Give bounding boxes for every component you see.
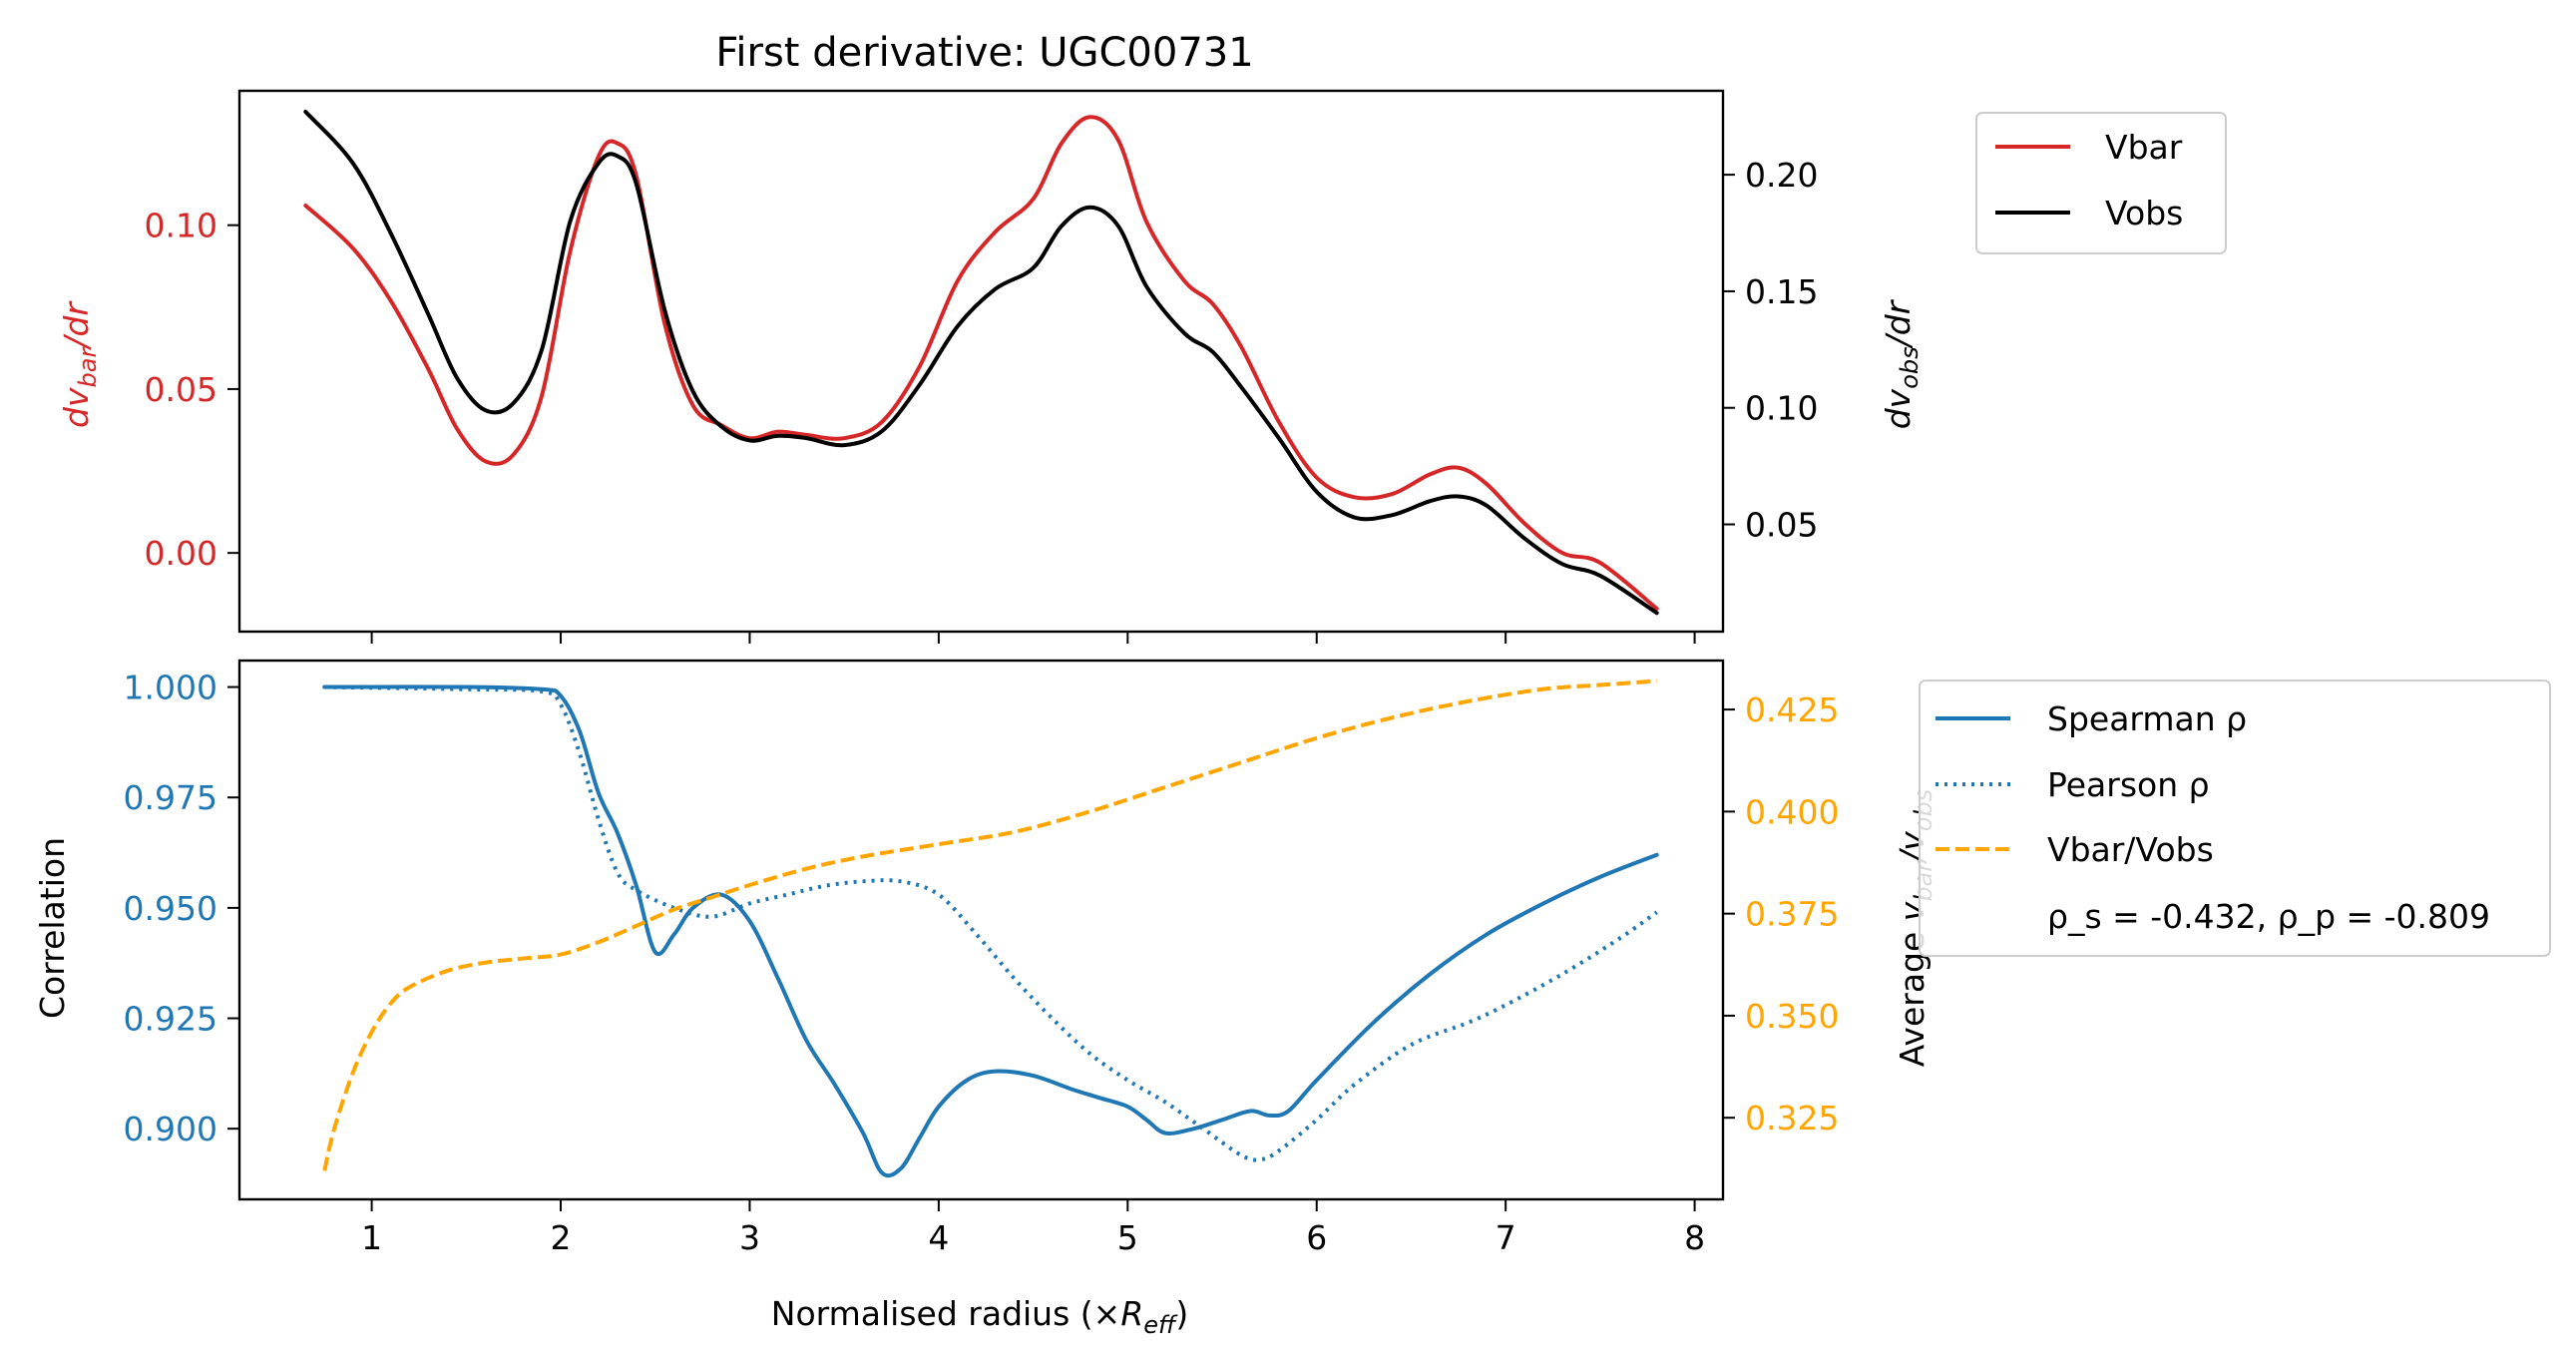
left-tick-label: 0.05 (145, 370, 217, 409)
left-tick-label: 0.900 (124, 1110, 217, 1148)
right-tick-label: 0.375 (1745, 895, 1839, 934)
series-line-vbar (303, 115, 1659, 612)
right-tick-label: 0.20 (1745, 156, 1818, 195)
plot-frame-bottom (237, 659, 1725, 1201)
x-tick-label: 5 (1117, 1218, 1138, 1257)
x-tick-label: 3 (739, 1218, 760, 1257)
left-tick-label: 0.10 (145, 207, 217, 245)
top-right-axis-label: dvobs/dr (1879, 298, 1924, 429)
bottom-legend: Spearman ρ Pearson ρ Vbar/Vobs ρ_s = -0.… (1919, 680, 2551, 957)
legend-label-spearman: Spearman ρ (2047, 699, 2247, 738)
right-tick-label: 0.400 (1745, 792, 1839, 831)
x-tick-label: 6 (1306, 1218, 1327, 1257)
bottom-left-axis-label: Correlation (33, 837, 72, 1019)
svg-text:dvobs/dr: dvobs/dr (1879, 298, 1924, 429)
bottom-legend-frame (1919, 680, 2551, 957)
right-tick-label: 0.10 (1745, 389, 1818, 428)
legend-label-pearson: Pearson ρ (2047, 765, 2210, 804)
right-tick-label: 0.425 (1745, 690, 1839, 729)
x-tick-label: 2 (551, 1218, 572, 1257)
right-tick-label: 0.15 (1745, 272, 1818, 311)
top-legend-frame (1975, 112, 2227, 254)
right-tick-label: 0.05 (1745, 506, 1818, 545)
legend-label-ratio: Vbar/Vobs (2047, 830, 2214, 869)
x-tick-label: 1 (361, 1218, 382, 1257)
x-tick-label: 4 (928, 1218, 949, 1257)
left-tick-label: 0.950 (124, 889, 217, 928)
x-axis-label: Normalised radius (×Reff) (771, 1294, 1188, 1339)
svg-text:Normalised radius (×Reff): Normalised radius (×Reff) (771, 1294, 1188, 1339)
legend-label-vobs: Vobs (2105, 194, 2183, 232)
left-tick-label: 0.925 (124, 1000, 217, 1039)
right-tick-label: 0.325 (1745, 1099, 1839, 1137)
series-line-vbar-vobs (322, 679, 1657, 1171)
plot-frame-top (237, 89, 1725, 634)
series-line-vobs (303, 110, 1659, 616)
left-tick-label: 0.975 (124, 778, 217, 817)
svg-text:dvbar/dr: dvbar/dr (57, 300, 102, 428)
legend-annotation: ρ_s = -0.432, ρ_p = -0.809 (2047, 897, 2490, 936)
x-tick-label: 8 (1684, 1218, 1705, 1257)
series-line-pearson (324, 684, 1658, 1162)
series-line-spearman (322, 684, 1659, 1178)
chart-title: First derivative: UGC00731 (715, 30, 1253, 76)
x-tick-label: 7 (1496, 1218, 1516, 1257)
left-tick-label: 1.000 (124, 669, 217, 707)
top-left-axis-label: dvbar/dr (57, 300, 102, 428)
legend-label-vbar: Vbar (2105, 128, 2183, 167)
top-legend: Vbar Vobs (1975, 112, 2227, 254)
left-tick-label: 0.00 (145, 534, 217, 573)
right-tick-label: 0.350 (1745, 997, 1839, 1036)
